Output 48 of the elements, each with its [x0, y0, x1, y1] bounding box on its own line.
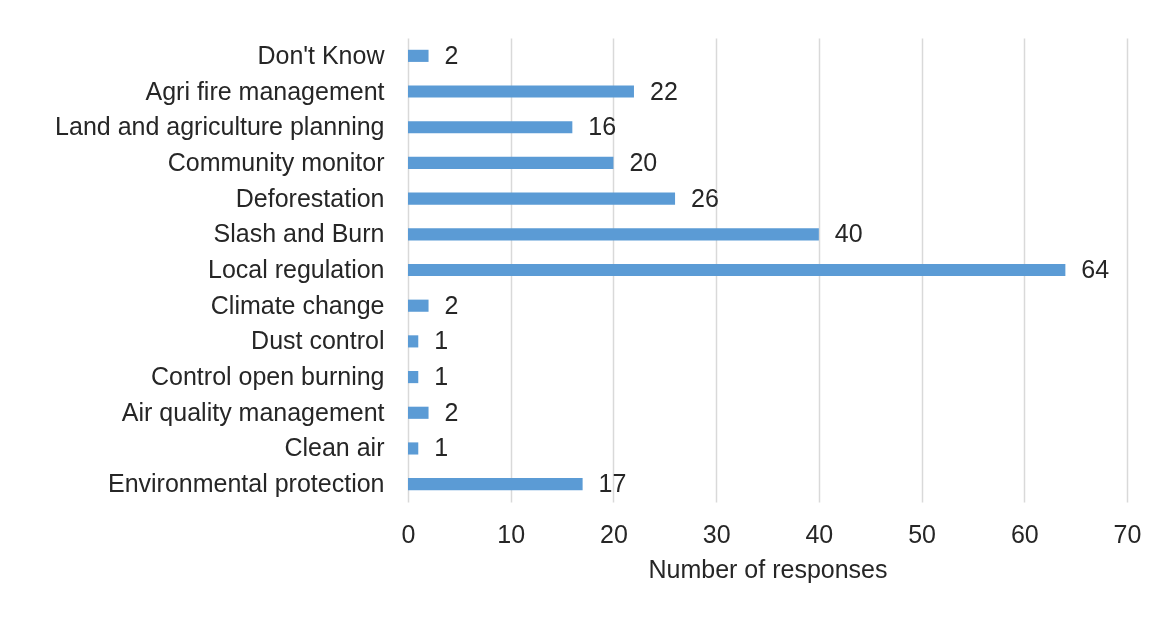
- x-tick-label: 10: [497, 519, 526, 548]
- data-label: 1: [434, 433, 449, 462]
- bar: [408, 192, 676, 205]
- y-tick-label: Community monitor: [167, 147, 385, 176]
- bar: [408, 442, 419, 455]
- x-tick-label: 20: [600, 519, 628, 548]
- bar: [408, 85, 634, 98]
- x-axis-title: Number of responses: [648, 554, 888, 583]
- data-label: 1: [434, 326, 449, 355]
- y-tick-label: Don't Know: [257, 40, 386, 69]
- y-tick-label: Agri fire management: [145, 76, 385, 105]
- x-tick-label: 30: [702, 519, 731, 548]
- data-label: 22: [649, 76, 678, 105]
- bar: [408, 406, 429, 419]
- y-tick-label: Dust control: [251, 326, 385, 355]
- y-tick-label: Land and agriculture planning: [55, 112, 385, 141]
- y-tick-label: Local regulation: [207, 255, 385, 283]
- data-label: 26: [691, 183, 719, 212]
- data-label: 17: [598, 469, 627, 498]
- y-tick-label: Slash and Burn: [213, 219, 385, 248]
- bar: [408, 156, 614, 169]
- data-label: 2: [444, 290, 459, 319]
- data-label: 2: [444, 40, 459, 69]
- bar: [408, 371, 419, 384]
- bar: [408, 49, 429, 62]
- bar: [408, 121, 573, 134]
- y-tick-label: Climate change: [210, 290, 385, 319]
- x-tick-label: 70: [1113, 519, 1142, 548]
- bar: [408, 263, 1066, 277]
- data-label: 2: [444, 397, 459, 426]
- y-tick-label: Control open burning: [151, 362, 385, 391]
- bar: [408, 299, 429, 312]
- x-tick-label: 0: [401, 519, 416, 548]
- data-label: 40: [834, 219, 863, 248]
- bar: [408, 335, 419, 348]
- data-label: 64: [1081, 255, 1110, 283]
- y-tick-label: Clean air: [284, 433, 385, 462]
- x-tick-label: 50: [908, 519, 936, 548]
- bar: [408, 228, 819, 241]
- bar: [408, 478, 583, 491]
- y-tick-label: Environmental protection: [107, 469, 385, 498]
- x-tick-label: 40: [805, 519, 834, 548]
- data-label: 16: [588, 112, 617, 141]
- data-label: 1: [434, 362, 449, 391]
- data-label: 20: [629, 147, 658, 176]
- y-tick-label: Air quality management: [121, 397, 385, 426]
- y-tick-label: Deforestation: [235, 183, 385, 212]
- x-tick-label: 60: [1010, 519, 1039, 548]
